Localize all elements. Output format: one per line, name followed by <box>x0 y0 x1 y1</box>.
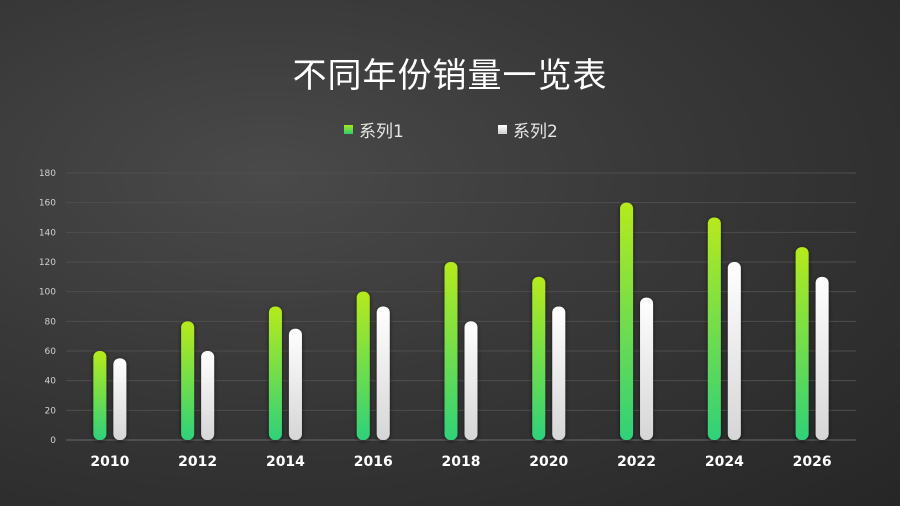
bar-series-2-2020 <box>552 306 566 440</box>
bar-series-1-2024 <box>707 217 721 440</box>
x-tick-label-2018: 2018 <box>442 454 481 470</box>
bar-series-2-2012 <box>201 351 215 440</box>
y-tick-label-100: 100 <box>39 288 56 298</box>
bar-series-2-2026 <box>815 276 829 440</box>
y-tick-label-80: 80 <box>45 317 57 327</box>
chart-title: 不同年份销量一览表 <box>292 56 608 96</box>
y-tick-label-120: 120 <box>39 258 56 268</box>
x-tick-label-2010: 2010 <box>90 454 129 470</box>
legend-swatch-series-1 <box>344 125 353 134</box>
legend: 系列1 系列2 <box>0 117 900 142</box>
bar-series-2-2016 <box>376 306 390 440</box>
bar-series-1-2010 <box>93 351 107 440</box>
x-tick-label-2022: 2022 <box>617 454 656 470</box>
y-tick-label-160: 160 <box>39 199 56 209</box>
bar-series-2-2010 <box>113 358 127 440</box>
x-tick-label-2014: 2014 <box>266 454 305 470</box>
x-tick-label-2026: 2026 <box>793 454 832 470</box>
x-tick-label-2016: 2016 <box>354 454 393 470</box>
y-tick-label-40: 40 <box>45 377 57 387</box>
y-tick-label-60: 60 <box>45 347 57 357</box>
bar-series-1-2022 <box>620 202 634 440</box>
bar-series-2-2024 <box>727 262 741 440</box>
bar-series-1-2014 <box>268 306 282 440</box>
legend-label-series-1: 系列1 <box>359 122 404 142</box>
bar-series-2-2014 <box>288 328 302 440</box>
bar-series-1-2020 <box>532 276 546 440</box>
x-tick-label-2012: 2012 <box>178 454 217 470</box>
bar-series-2-2018 <box>464 321 478 440</box>
bar-series-1-2018 <box>444 262 458 440</box>
x-tick-label-2024: 2024 <box>705 454 744 470</box>
x-tick-label-2020: 2020 <box>529 454 568 470</box>
legend-item-series-1: 系列1 <box>344 117 404 142</box>
legend-swatch-series-2 <box>498 125 507 134</box>
legend-item-series-2: 系列2 <box>498 117 558 142</box>
y-tick-label-0: 0 <box>50 436 56 446</box>
bar-series-1-2026 <box>795 247 809 440</box>
bar-series-1-2012 <box>181 321 195 440</box>
y-tick-label-140: 140 <box>39 228 56 238</box>
y-tick-label-180: 180 <box>39 169 56 179</box>
y-tick-label-20: 20 <box>45 406 57 416</box>
legend-label-series-2: 系列2 <box>513 122 558 142</box>
bar-series-2-2022 <box>640 297 654 440</box>
bar-series-1-2016 <box>356 291 370 440</box>
